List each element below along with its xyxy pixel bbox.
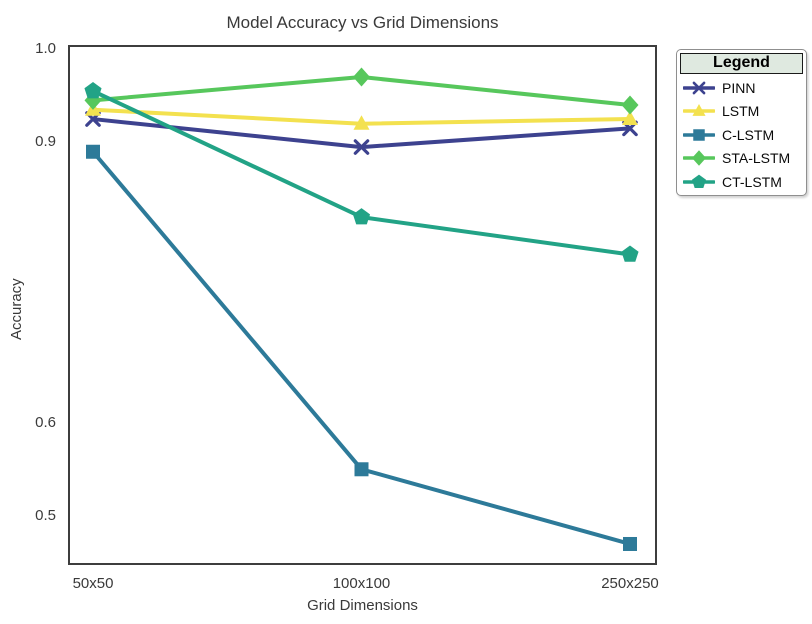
legend-item-label: LSTM	[722, 103, 760, 120]
data-point-c-lstm-250x250	[623, 536, 637, 551]
data-point-ct-lstm-100x100	[352, 208, 371, 225]
plot-area	[68, 45, 657, 565]
data-point-sta-lstm-100x100	[353, 67, 370, 87]
data-point-c-lstm-50x50	[86, 144, 100, 159]
legend-item-pinn: PINN	[677, 76, 806, 100]
diamond-glyph	[692, 150, 706, 167]
y-tick-label-0.5: 0.5	[35, 506, 56, 524]
legend-box: Legend PINN LSTM C-LSTM STA-LSTM CT-LSTM	[676, 49, 807, 196]
data-point-lstm-100x100	[353, 115, 370, 130]
x-tick-label-250x250: 250x250	[601, 575, 659, 592]
legend-items: PINN LSTM C-LSTM STA-LSTM CT-LSTM	[677, 76, 806, 194]
y-tick-label-0.9: 0.9	[35, 133, 56, 151]
data-point-ct-lstm-50x50	[84, 82, 102, 99]
triangle-marker-icon	[683, 104, 715, 117]
data-point-lstm-250x250	[622, 110, 638, 126]
legend-title: Legend	[680, 53, 803, 74]
legend-item-sta-lstm: STA-LSTM	[677, 147, 806, 171]
legend-item-label: C-LSTM	[722, 126, 775, 143]
x-tick-label-50x50: 50x50	[72, 575, 114, 592]
chart-title: Model Accuracy vs Grid Dimensions	[226, 13, 499, 32]
pentagon-marker-icon	[683, 174, 715, 188]
data-point-c-lstm-100x100	[354, 462, 369, 477]
data-point-sta-lstm-250x250	[621, 95, 639, 115]
x-glyph	[692, 81, 706, 95]
plot-frame	[68, 45, 657, 565]
y-tick-label-0.6: 0.6	[35, 413, 56, 431]
y-axis-label-text: Accuracy	[8, 278, 25, 340]
x-marker-icon	[683, 81, 715, 95]
legend-item-lstm: LSTM	[677, 100, 806, 124]
y-tick-label-1.0: 1.0	[35, 40, 56, 58]
square-marker-icon	[683, 129, 715, 141]
data-point-ct-lstm-250x250	[621, 245, 639, 262]
x-axis-label: Grid Dimensions	[307, 597, 418, 614]
pentagon-glyph	[691, 174, 707, 188]
legend-item-label: CT-LSTM	[722, 173, 782, 190]
x-tick-label-100x100: 100x100	[332, 575, 391, 592]
legend-item-c-lstm: C-LSTM	[677, 123, 806, 147]
legend-item-label: PINN	[722, 79, 756, 96]
diamond-marker-icon	[683, 150, 715, 167]
legend-item-ct-lstm: CT-LSTM	[677, 170, 806, 194]
legend-item-label: STA-LSTM	[722, 150, 791, 167]
square-glyph	[693, 129, 705, 141]
triangle-glyph	[692, 104, 706, 117]
data-point-pinn-100x100	[353, 139, 370, 155]
